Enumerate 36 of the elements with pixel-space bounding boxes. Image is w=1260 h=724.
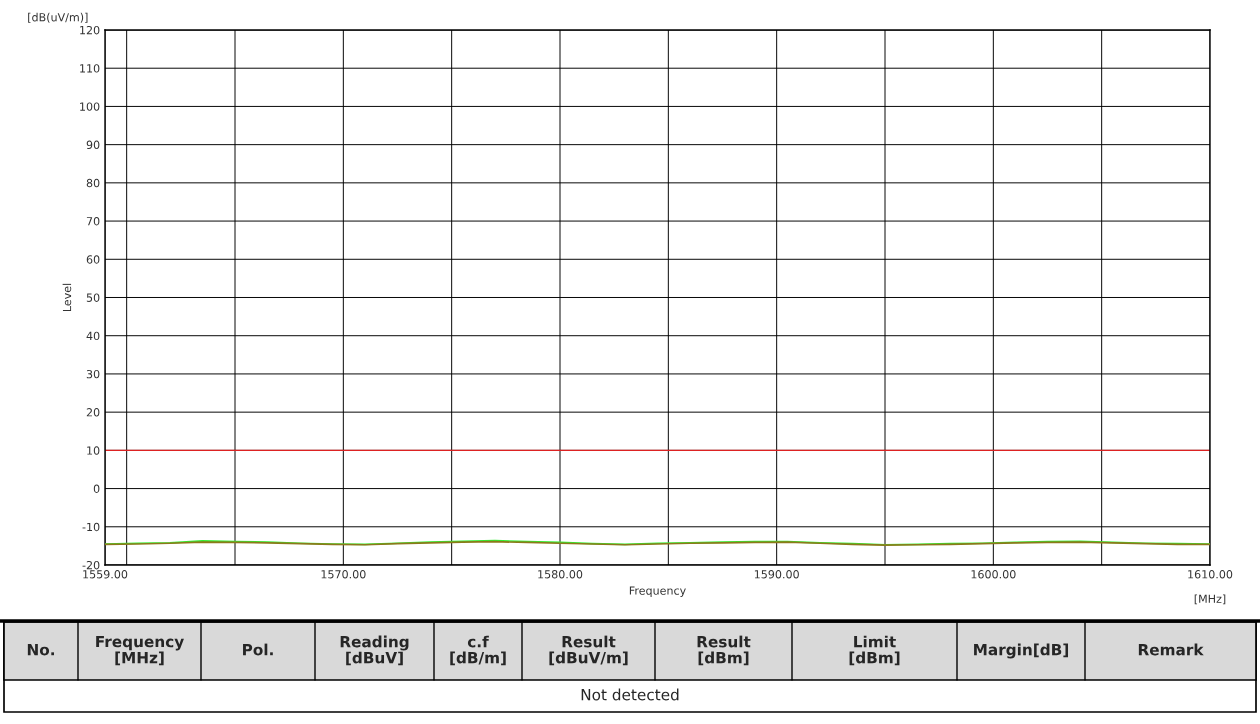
text: Margin[dB] — [974, 643, 1069, 659]
x-tick-label: 1600.00 — [971, 570, 1016, 579]
text: Frequency [MHz] — [96, 635, 184, 666]
text: Limit [dBm] — [849, 635, 900, 666]
y-tick-label: 30 — [86, 369, 100, 379]
text: Remark — [1138, 643, 1204, 656]
x-tick-label: 1570.00 — [321, 570, 366, 579]
x-tick-label: 1559.00 — [83, 570, 128, 579]
y-tick-label: 90 — [86, 140, 100, 150]
y-axis-title: Level — [62, 283, 72, 312]
text: [dB(uV/m)] — [28, 12, 88, 23]
x-axis-title: Frequency — [629, 586, 686, 597]
text: [MHz] — [1194, 594, 1226, 605]
y-tick-label: 20 — [86, 408, 100, 417]
y-tick-label: 10 — [87, 446, 100, 455]
y-tick-label: 0 — [93, 484, 100, 493]
x-tick-label: 1580.00 — [538, 570, 583, 579]
text: No. — [27, 644, 54, 656]
y-tick-label: 80 — [86, 178, 100, 188]
y-tick-label: -20 — [82, 560, 100, 570]
y-tick-label: 110 — [80, 64, 100, 73]
text: Result [dBm] — [697, 635, 751, 666]
text: Not detected — [581, 688, 679, 701]
y-tick-label: 40 — [86, 331, 100, 341]
y-tick-label: 60 — [86, 255, 100, 264]
y-tick-label: 120 — [80, 25, 100, 35]
y-tick-label: -10 — [82, 522, 100, 532]
y-tick-label: 100 — [80, 102, 100, 111]
text: Pol. — [243, 643, 273, 656]
y-tick-label: 70 — [86, 217, 100, 226]
text: Reading [dBuV] — [340, 635, 409, 666]
text: c.f [dB/m] — [450, 635, 506, 666]
text: Result [dBuV/m] — [549, 635, 628, 666]
x-tick-label: 1590.00 — [754, 570, 799, 579]
y-tick-label: 50 — [86, 293, 100, 302]
x-tick-label: 1610.00 — [1188, 570, 1233, 579]
